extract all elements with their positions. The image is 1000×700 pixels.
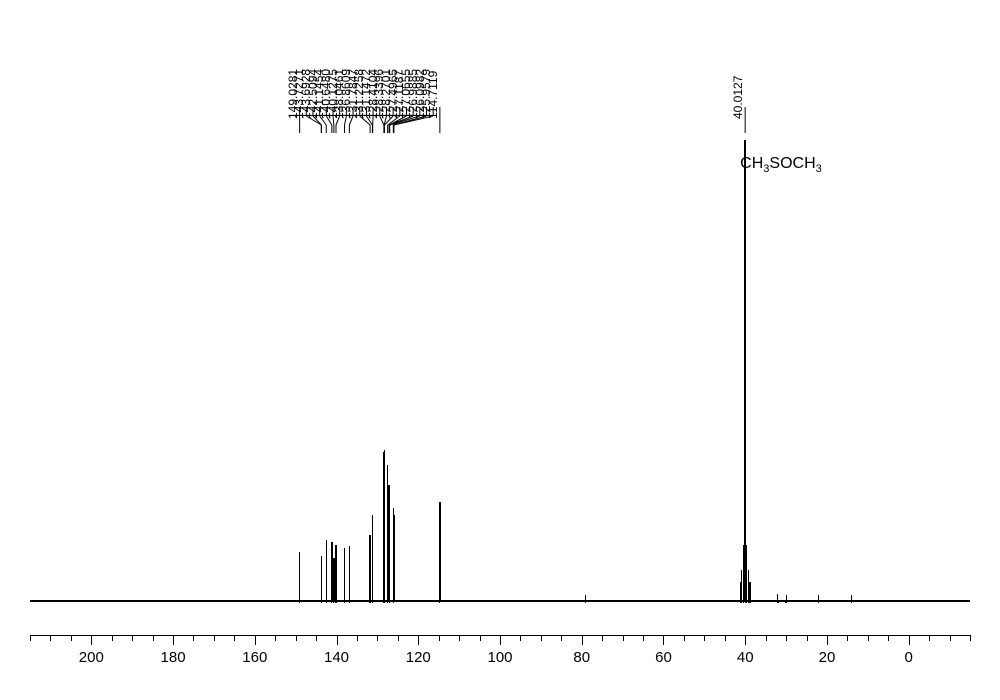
x-tick-label: 40 [737,649,754,666]
spectrum-plot-area [30,125,970,615]
spectrum-peak [349,546,350,600]
spectrum-peak [384,450,385,600]
spectrum-peak [321,560,322,600]
spectrum-peak [748,570,749,600]
x-tick-label: 140 [324,649,349,666]
spectrum-peak [746,545,747,600]
x-tick-label: 180 [161,649,186,666]
x-tick-label: 60 [655,649,672,666]
spectrum-peak [335,545,336,600]
nmr-spectrum-figure: 149.0281143.7271143.6928142.5094141.1454… [0,0,1000,700]
spectrum-peak [393,515,394,600]
x-tick-label: 200 [79,649,104,666]
x-tick-label: 160 [242,649,267,666]
spectrum-peak [326,540,327,600]
x-tick-label: 100 [487,649,512,666]
spectrum-peak [372,515,373,600]
spectrum-peak [744,140,746,600]
spectrum-peak [389,505,390,600]
x-tick-label: 0 [905,649,913,666]
spectrum-peak [740,582,741,600]
x-tick-label: 120 [406,649,431,666]
spectrum-peak [741,570,742,600]
peak-label-connectors [0,0,1000,140]
spectrum-peak [439,502,440,600]
spectrum-peak [743,545,744,600]
spectrum-peak [749,582,750,600]
x-tick-label: 80 [573,649,590,666]
spectrum-baseline [30,600,970,601]
spectrum-peak [344,548,345,600]
spectrum-peak [299,552,300,600]
x-tick-label: 20 [819,649,836,666]
spectrum-peak [369,535,370,600]
